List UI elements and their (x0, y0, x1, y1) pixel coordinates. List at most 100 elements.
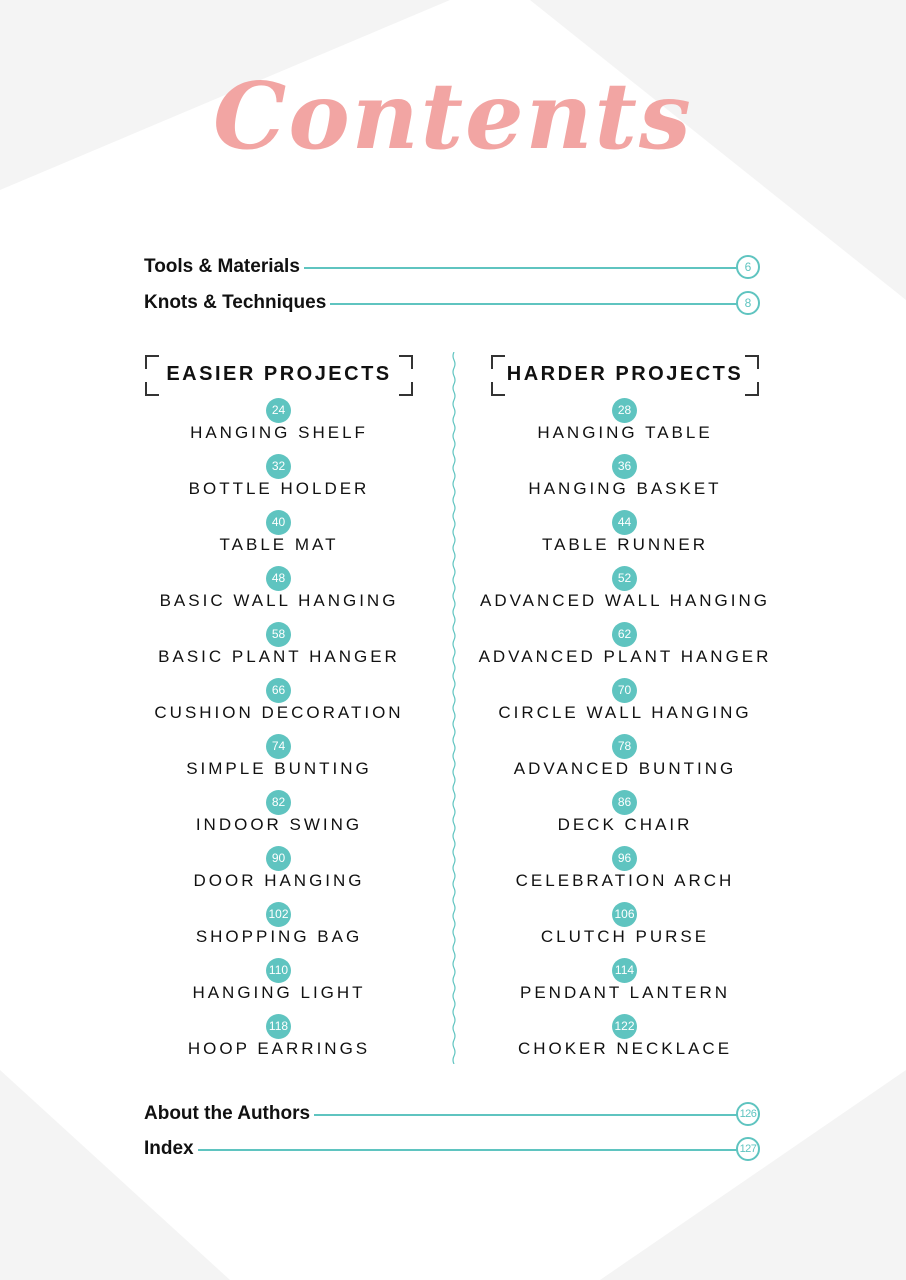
page-number-badge: 82 (266, 790, 291, 815)
corner-bracket (399, 382, 413, 396)
project-name: ADVANCED WALL HANGING (479, 591, 771, 610)
list-item[interactable]: 24 HANGING SHELF (104, 398, 454, 454)
easier-projects-heading: EASIER PROJECTS (145, 352, 413, 396)
project-name: BASIC WALL HANGING (159, 591, 399, 610)
heading-label: HARDER PROJECTS (506, 363, 744, 385)
list-item[interactable]: 62 ADVANCED PLANT HANGER (450, 622, 800, 678)
page-number-badge: 28 (612, 398, 637, 423)
page-number-badge: 114 (612, 958, 637, 983)
page-number-badge: 127 (736, 1137, 760, 1161)
project-name: DOOR HANGING (193, 871, 365, 890)
list-item[interactable]: 58 BASIC PLANT HANGER (104, 622, 454, 678)
project-name: HANGING LIGHT (192, 983, 366, 1002)
list-item[interactable]: 52 ADVANCED WALL HANGING (450, 566, 800, 622)
page-number-badge: 24 (266, 398, 291, 423)
project-name: SHOPPING BAG (195, 927, 363, 946)
toc-entry-knots-techniques[interactable]: Knots & Techniques 8 (144, 288, 760, 318)
page-title: Contents (213, 62, 693, 170)
toc-entry-label: Index (144, 1134, 198, 1164)
toc-entry-about-authors[interactable]: About the Authors 126 (144, 1099, 760, 1129)
project-name: CELEBRATION ARCH (515, 871, 735, 890)
list-item[interactable]: 78 ADVANCED BUNTING (450, 734, 800, 790)
project-name: SIMPLE BUNTING (186, 759, 372, 778)
list-item[interactable]: 106 CLUTCH PURSE (450, 902, 800, 958)
list-item[interactable]: 110 HANGING LIGHT (104, 958, 454, 1014)
page-number-badge: 44 (612, 510, 637, 535)
toc-entry-label: Knots & Techniques (144, 288, 331, 318)
corner-bracket (399, 355, 413, 369)
list-item[interactable]: 122 CHOKER NECKLACE (450, 1014, 800, 1070)
harder-projects-column: HARDER PROJECTS 28 HANGING TABLE 36 HANGIN… (450, 352, 800, 1058)
page-number-badge: 70 (612, 678, 637, 703)
list-item[interactable]: 28 HANGING TABLE (450, 398, 800, 454)
project-name: ADVANCED PLANT HANGER (478, 647, 772, 666)
list-item[interactable]: 32 BOTTLE HOLDER (104, 454, 454, 510)
list-item[interactable]: 44 TABLE RUNNER (450, 510, 800, 566)
heading-label: EASIER PROJECTS (166, 363, 392, 385)
project-name: CUSHION DECORATION (154, 703, 404, 722)
column-divider (452, 352, 456, 1064)
list-item[interactable]: 82 INDOOR SWING (104, 790, 454, 846)
corner-bracket (491, 355, 505, 369)
project-name: INDOOR SWING (195, 815, 363, 834)
list-item[interactable]: 118 HOOP EARRINGS (104, 1014, 454, 1070)
page-number-badge: 106 (612, 902, 637, 927)
project-name: CHOKER NECKLACE (517, 1039, 733, 1058)
toc-entry-label: Tools & Materials (144, 252, 304, 282)
project-name: ADVANCED BUNTING (513, 759, 737, 778)
toc-entry-tools-materials[interactable]: Tools & Materials 6 (144, 252, 760, 282)
page-number-badge: 40 (266, 510, 291, 535)
project-name: PENDANT LANTERN (520, 983, 730, 1002)
corner-bracket (145, 355, 159, 369)
list-item[interactable]: 70 CIRCLE WALL HANGING (450, 678, 800, 734)
project-name: BOTTLE HOLDER (188, 479, 370, 498)
project-name: CLUTCH PURSE (540, 927, 710, 946)
page-number-badge: 6 (736, 255, 760, 279)
project-name: DECK CHAIR (557, 815, 693, 834)
page-number-badge: 58 (266, 622, 291, 647)
toc-entry-label: About the Authors (144, 1099, 315, 1129)
page-number-badge: 66 (266, 678, 291, 703)
project-name: HOOP EARRINGS (187, 1039, 371, 1058)
harder-projects-heading: HARDER PROJECTS (491, 352, 759, 396)
list-item[interactable]: 40 TABLE MAT (104, 510, 454, 566)
page-number-badge: 86 (612, 790, 637, 815)
project-name: HANGING BASKET (528, 479, 722, 498)
list-item[interactable]: 74 SIMPLE BUNTING (104, 734, 454, 790)
page-number-badge: 110 (266, 958, 291, 983)
page-number-badge: 122 (612, 1014, 637, 1039)
list-item[interactable]: 86 DECK CHAIR (450, 790, 800, 846)
list-item[interactable]: 96 CELEBRATION ARCH (450, 846, 800, 902)
page-number-badge: 52 (612, 566, 637, 591)
list-item[interactable]: 90 DOOR HANGING (104, 846, 454, 902)
page-number-badge: 126 (736, 1102, 760, 1126)
page-number-badge: 78 (612, 734, 637, 759)
corner-bracket (745, 355, 759, 369)
list-item[interactable]: 102 SHOPPING BAG (104, 902, 454, 958)
list-item[interactable]: 66 CUSHION DECORATION (104, 678, 454, 734)
list-item[interactable]: 48 BASIC WALL HANGING (104, 566, 454, 622)
project-name: HANGING SHELF (190, 423, 368, 442)
page-number-badge: 32 (266, 454, 291, 479)
leader-line (144, 1149, 740, 1151)
page-number-badge: 102 (266, 902, 291, 927)
page-number-badge: 8 (736, 291, 760, 315)
page-number-badge: 96 (612, 846, 637, 871)
leader-line (144, 267, 740, 269)
project-name: BASIC PLANT HANGER (158, 647, 400, 666)
list-item[interactable]: 36 HANGING BASKET (450, 454, 800, 510)
page-number-badge: 90 (266, 846, 291, 871)
page-number-badge: 118 (266, 1014, 291, 1039)
toc-entry-index[interactable]: Index 127 (144, 1134, 760, 1164)
page-number-badge: 36 (612, 454, 637, 479)
project-name: HANGING TABLE (537, 423, 713, 442)
leader-line (144, 303, 740, 305)
easier-projects-column: EASIER PROJECTS 24 HANGING SHELF 32 BOTTLE… (104, 352, 454, 1058)
page-number-badge: 48 (266, 566, 291, 591)
list-item[interactable]: 114 PENDANT LANTERN (450, 958, 800, 1014)
corner-bracket (145, 382, 159, 396)
project-name: TABLE MAT (219, 535, 339, 554)
leader-line (144, 1114, 740, 1116)
